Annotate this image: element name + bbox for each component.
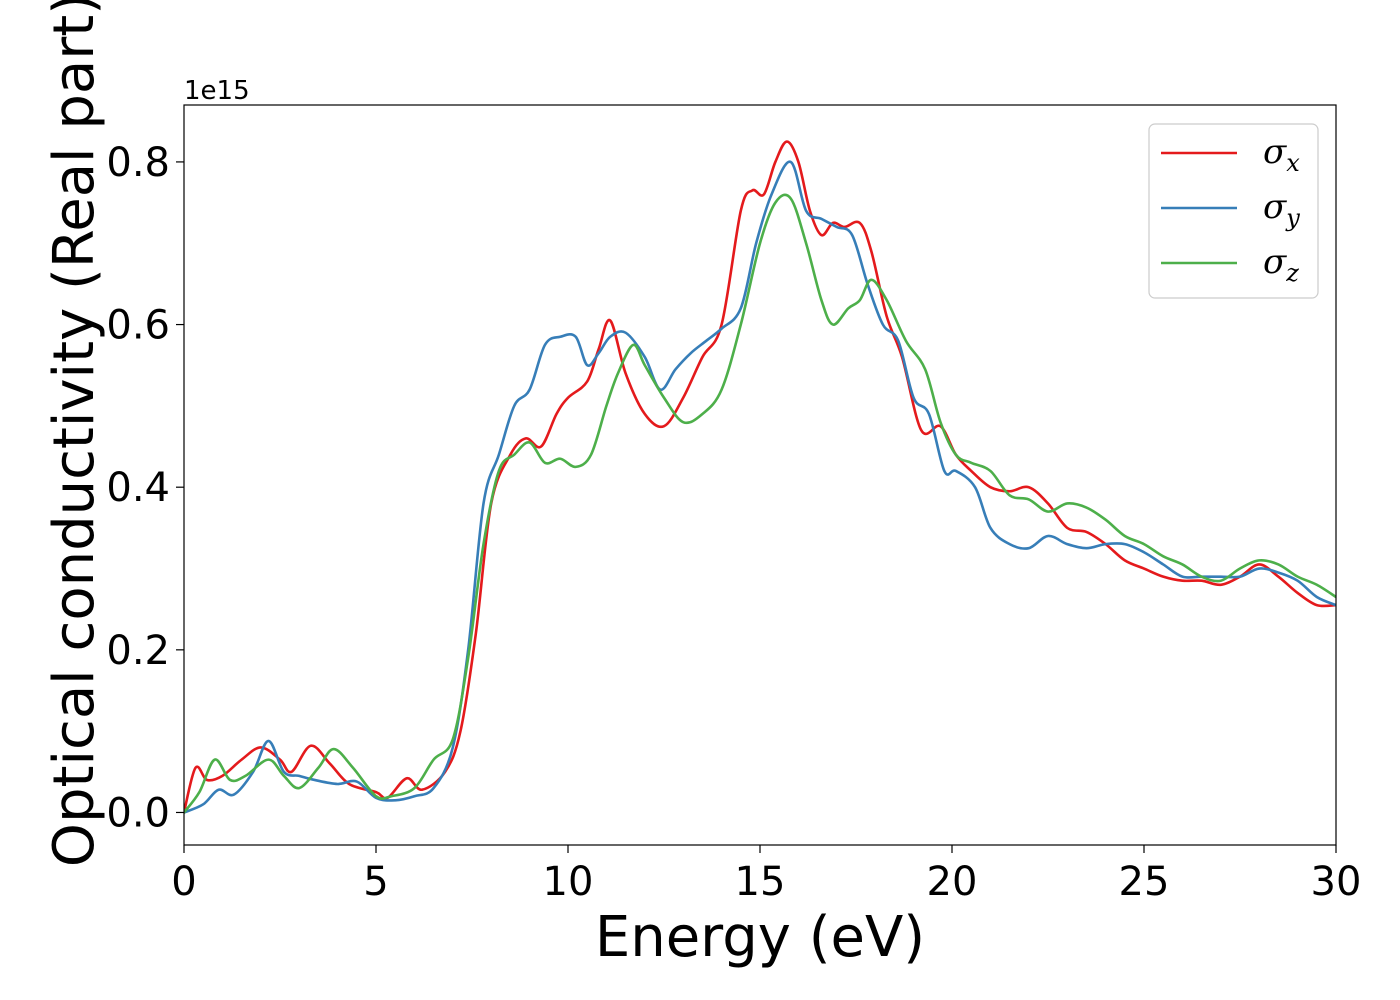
legend-label-x: σx (1263, 132, 1300, 177)
x-tick-label: 20 (927, 859, 978, 905)
y-tick-label: 0.0 (106, 790, 170, 836)
legend-subscript: z (1285, 259, 1299, 287)
x-tick-label: 15 (735, 859, 786, 905)
x-axis-title: Energy (eV) (595, 905, 925, 970)
legend-symbol: σ (1263, 242, 1287, 282)
y-tick-label: 0.8 (106, 140, 170, 186)
x-tick-label: 0 (171, 859, 196, 905)
y-axis-title: Optical conductivity (Real part) (42, 0, 107, 867)
tick-layer: 0 5 10 15 20 25 30 0.0 0.2 0.4 0.6 0.8 (106, 140, 1361, 905)
y-tick-label: 0.4 (106, 465, 170, 511)
legend-symbol: σ (1263, 132, 1287, 172)
series-line-y (184, 160, 1336, 814)
legend-subscript: x (1286, 149, 1300, 177)
legend-symbol: σ (1263, 187, 1287, 227)
legend-subscript: y (1285, 204, 1300, 232)
y-tick-label: 0.6 (106, 303, 170, 349)
y-tick-label: 0.2 (106, 628, 170, 674)
x-tick-label: 5 (363, 859, 388, 905)
x-tick-label: 10 (543, 859, 594, 905)
y-offset-label: 1e15 (184, 76, 250, 106)
x-tick-label: 25 (1119, 859, 1170, 905)
series-line-z (184, 193, 1336, 814)
x-tick-label: 30 (1311, 859, 1362, 905)
legend-box (1148, 123, 1319, 299)
legend-label-y: σy (1263, 187, 1300, 232)
series-layer (184, 140, 1336, 814)
legend-label-z: σz (1263, 242, 1299, 287)
